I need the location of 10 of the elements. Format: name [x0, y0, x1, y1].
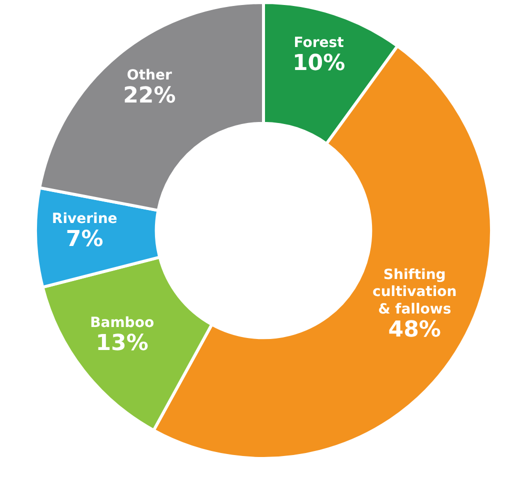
data-label: 7% [66, 227, 104, 252]
slice-label: Riverine [52, 211, 118, 227]
slice-label: Forest [294, 35, 344, 52]
slice-label: Bamboo [90, 315, 154, 332]
data-label: 13% [96, 331, 148, 356]
slice-label: Shifting cultivation & fallows [372, 267, 457, 318]
data-label: 10% [292, 51, 346, 76]
slice-label: Other [126, 67, 172, 84]
data-label: 22% [123, 83, 176, 108]
data-label: 48% [388, 317, 441, 342]
